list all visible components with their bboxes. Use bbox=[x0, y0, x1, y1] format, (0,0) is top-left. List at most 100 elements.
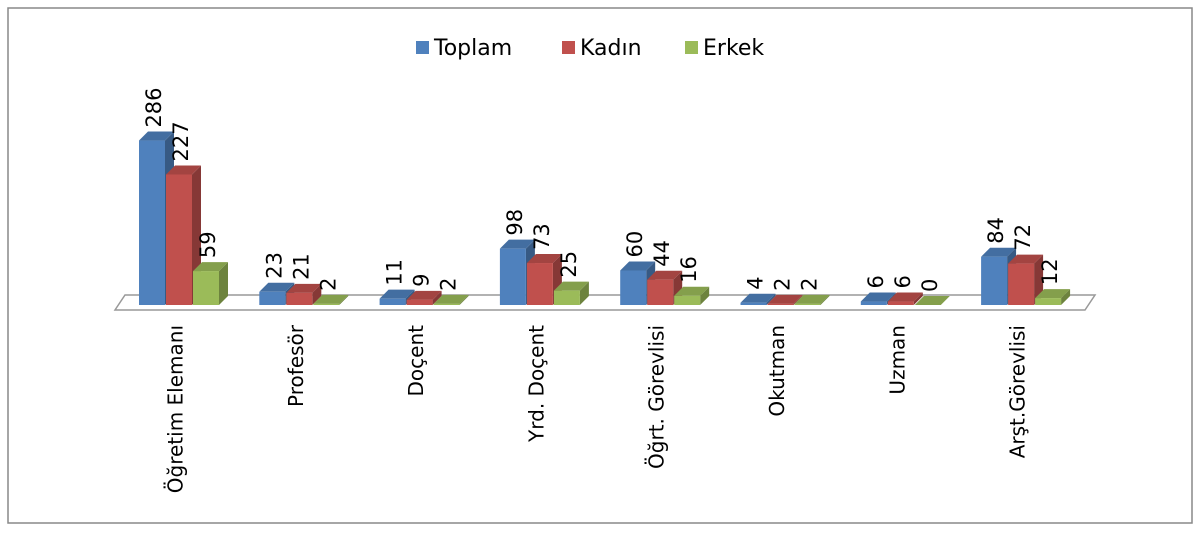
bar-top bbox=[259, 282, 295, 292]
bar-top bbox=[526, 254, 562, 264]
value-label: 72 bbox=[1011, 224, 1035, 251]
value-label: 6 bbox=[891, 275, 915, 288]
bar-side bbox=[219, 262, 228, 305]
bar bbox=[526, 254, 562, 305]
bar-side bbox=[579, 281, 589, 305]
bar-side bbox=[1061, 289, 1071, 305]
bar-top bbox=[914, 296, 950, 305]
x-tick-label: Öğretim Elemanı bbox=[164, 325, 188, 493]
value-label: 44 bbox=[650, 240, 674, 267]
value-label: 9 bbox=[410, 273, 434, 286]
bar-top bbox=[767, 294, 803, 304]
legend-swatch bbox=[416, 41, 429, 54]
bar-front bbox=[647, 279, 674, 305]
bar bbox=[740, 293, 776, 305]
legend-swatch bbox=[685, 41, 698, 54]
bar-front bbox=[379, 298, 406, 305]
value-label: 227 bbox=[169, 121, 193, 161]
bar-side bbox=[913, 292, 923, 305]
bar bbox=[767, 294, 803, 305]
value-label: 60 bbox=[623, 231, 647, 258]
value-label: 25 bbox=[557, 251, 581, 278]
bar bbox=[553, 281, 589, 305]
x-tick-label: Profesör bbox=[284, 324, 308, 407]
bar bbox=[193, 262, 228, 305]
floor bbox=[113, 294, 1097, 311]
bar-side bbox=[339, 294, 349, 305]
value-label: 84 bbox=[984, 217, 1008, 244]
x-tick-label: Arşt.Görevlisi bbox=[1006, 325, 1030, 458]
bar-top bbox=[193, 262, 228, 272]
bar bbox=[794, 294, 830, 305]
bar-front bbox=[433, 303, 460, 305]
x-tick-label: Öğrt. Görevlisi bbox=[645, 325, 669, 469]
bar-top bbox=[379, 289, 415, 299]
value-label: 2 bbox=[798, 277, 822, 290]
bar-top bbox=[499, 239, 535, 249]
bar bbox=[1035, 289, 1071, 305]
bar bbox=[914, 296, 950, 305]
legend-swatch bbox=[562, 41, 575, 54]
bar-side bbox=[312, 283, 322, 305]
value-label: 4 bbox=[744, 276, 768, 289]
bar-front bbox=[674, 295, 701, 305]
value-label: 59 bbox=[196, 231, 220, 258]
bar-top bbox=[647, 270, 683, 280]
bar bbox=[1008, 254, 1044, 305]
bar bbox=[433, 294, 469, 305]
bar-front bbox=[860, 301, 887, 305]
x-tick-label: Doçent bbox=[404, 325, 428, 397]
bar-side bbox=[766, 293, 776, 305]
bar-front bbox=[286, 292, 313, 305]
value-label: 2 bbox=[437, 277, 461, 290]
bar-side bbox=[432, 290, 442, 305]
legend-label: Kadın bbox=[580, 36, 642, 61]
value-label: 16 bbox=[677, 256, 701, 283]
legend-label: Erkek bbox=[703, 36, 764, 61]
bar-side bbox=[459, 294, 469, 305]
bar-front bbox=[259, 291, 286, 305]
bar-top bbox=[1008, 254, 1044, 264]
bar-top bbox=[286, 283, 322, 293]
bar-front bbox=[740, 302, 767, 305]
bar-front bbox=[166, 174, 192, 305]
value-label: 73 bbox=[530, 223, 554, 250]
legend-label: Toplam bbox=[433, 36, 512, 61]
bar-top bbox=[674, 286, 710, 296]
bar-front bbox=[1008, 263, 1035, 305]
bar-front bbox=[139, 140, 165, 305]
bar-front bbox=[794, 303, 821, 305]
bar-top bbox=[981, 247, 1017, 257]
bar-top bbox=[740, 293, 776, 303]
bar bbox=[286, 283, 322, 305]
bar-top bbox=[1035, 289, 1071, 299]
bar-front bbox=[526, 263, 553, 305]
bar-front bbox=[767, 303, 794, 305]
bar-side bbox=[820, 294, 830, 305]
bar bbox=[313, 294, 349, 305]
bar-front bbox=[499, 248, 526, 305]
bar-front bbox=[981, 256, 1008, 305]
x-tick-label: Yrd. Doçent bbox=[524, 325, 548, 443]
bar-front bbox=[313, 303, 340, 305]
bar-side bbox=[793, 294, 803, 305]
bar-top bbox=[860, 292, 896, 302]
x-tick-label: Uzman bbox=[885, 325, 909, 395]
value-label: 6 bbox=[864, 275, 888, 288]
bar-top bbox=[887, 292, 923, 302]
value-label: 12 bbox=[1038, 258, 1062, 285]
value-label: 2 bbox=[771, 277, 795, 290]
bar-top bbox=[139, 131, 174, 141]
bar bbox=[887, 292, 923, 305]
bar-front bbox=[406, 299, 433, 305]
bar bbox=[674, 286, 710, 305]
bar-front bbox=[1035, 298, 1062, 305]
value-label: 0 bbox=[918, 279, 942, 292]
bar-top bbox=[794, 294, 830, 304]
value-label: 21 bbox=[289, 253, 313, 280]
bar-top bbox=[433, 294, 469, 304]
value-label: 23 bbox=[262, 252, 286, 279]
bar-top bbox=[553, 281, 589, 291]
bar-top bbox=[620, 261, 656, 271]
